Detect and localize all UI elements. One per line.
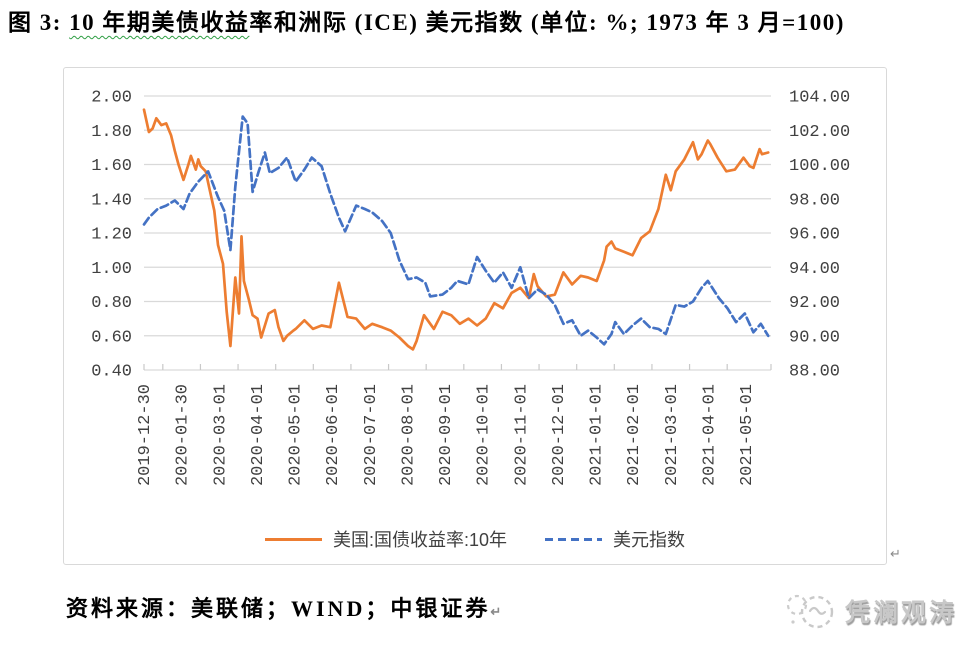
wave-logo-icon bbox=[786, 594, 834, 629]
left-axis-tick: 1.80 bbox=[91, 123, 132, 142]
x-axis-tick: 2020-01-30 bbox=[174, 384, 193, 486]
x-axis-tick: 2020-11-01 bbox=[512, 384, 531, 486]
right-axis-tick: 104.00 bbox=[789, 89, 850, 108]
x-axis-tick: 2019-12-30 bbox=[136, 384, 155, 486]
left-axis-tick: 1.60 bbox=[91, 157, 132, 176]
x-axis-tick: 2020-06-01 bbox=[324, 384, 343, 486]
x-axis-tick: 2020-04-01 bbox=[249, 384, 268, 486]
right-axis-tick: 96.00 bbox=[789, 226, 840, 245]
watermark-text: 凭澜观涛 bbox=[845, 599, 958, 627]
left-axis-tick: 2.00 bbox=[91, 89, 132, 108]
series-line-0 bbox=[142, 108, 770, 351]
paragraph-mark-icon: ↵ bbox=[490, 604, 505, 619]
data-source-text: 资料来源：美联储；WIND；中银证券 bbox=[66, 596, 491, 621]
left-axis-tick: 0.40 bbox=[91, 363, 132, 382]
right-axis-tick: 102.00 bbox=[789, 123, 850, 142]
x-axis-tick: 2020-09-01 bbox=[437, 384, 456, 486]
right-axis-tick: 94.00 bbox=[789, 260, 840, 279]
paragraph-mark-icon: ↵ bbox=[890, 546, 901, 561]
data-source-note: 资料来源：美联储；WIND；中银证券↵ bbox=[66, 591, 504, 623]
figure-title-spellcheck-underline: 10 年期美债收益 bbox=[69, 10, 250, 35]
legend-line-swatch-solid bbox=[264, 537, 322, 541]
legend-label-treasury-yield: 美国:国债收益率:10年 bbox=[332, 530, 508, 550]
figure-title: 图 3: 10 年期美债收益率和洲际 (ICE) 美元指数 (单位: %; 19… bbox=[8, 8, 956, 38]
left-axis-tick: 1.40 bbox=[91, 191, 132, 210]
x-axis-tick: 2021-03-01 bbox=[663, 384, 682, 486]
right-axis-tick: 88.00 bbox=[789, 363, 840, 382]
left-axis-tick: 0.60 bbox=[91, 328, 132, 347]
right-axis-tick: 98.00 bbox=[789, 191, 840, 210]
x-axis-tick: 2020-12-01 bbox=[550, 384, 569, 486]
left-axis-tick: 1.00 bbox=[91, 260, 132, 279]
legend-item-treasury-yield: 美国:国债收益率:10年 bbox=[264, 526, 508, 552]
x-axis-tick: 2021-02-01 bbox=[625, 384, 644, 486]
chart-canvas: 2.00 104.00 1.80 102.00 1.60 100.00 1.40 98.00 1… bbox=[91, 89, 850, 487]
x-axis-tick: 2020-07-01 bbox=[362, 384, 381, 486]
x-axis-tick: 2020-10-01 bbox=[475, 384, 494, 486]
x-axis-tick: 2021-04-01 bbox=[700, 384, 719, 486]
right-axis-tick: 90.00 bbox=[789, 328, 840, 347]
chart-legend: 美国:国债收益率:10年 美元指数 bbox=[64, 526, 886, 552]
left-axis-tick: 0.80 bbox=[91, 294, 132, 313]
x-axis-tick: 2020-08-01 bbox=[399, 384, 418, 486]
x-axis-tick: 2021-05-01 bbox=[738, 384, 757, 486]
x-axis-tick: 2020-03-01 bbox=[211, 384, 230, 486]
right-axis-tick: 92.00 bbox=[789, 294, 840, 313]
legend-item-dollar-index: 美元指数 bbox=[545, 526, 685, 552]
left-axis-tick: 1.20 bbox=[91, 226, 132, 245]
chart-object[interactable]: 2.00 104.00 1.80 102.00 1.60 100.00 1.40 98.00 1… bbox=[63, 67, 887, 565]
figure-title-prefix: 图 3: bbox=[8, 10, 70, 35]
figure-title-suffix: 率和洲际 (ICE) 美元指数 (单位: %; 1973 年 3 月=100) bbox=[249, 10, 845, 35]
legend-line-swatch-dashed bbox=[545, 537, 603, 541]
right-axis-tick: 100.00 bbox=[789, 157, 850, 176]
series-line-1 bbox=[142, 115, 770, 346]
legend-label-dollar-index: 美元指数 bbox=[613, 530, 686, 550]
watermark: 凭澜观涛 bbox=[784, 584, 957, 638]
x-axis-tick: 2020-05-01 bbox=[287, 384, 306, 486]
x-axis-tick: 2021-01-01 bbox=[588, 384, 607, 486]
